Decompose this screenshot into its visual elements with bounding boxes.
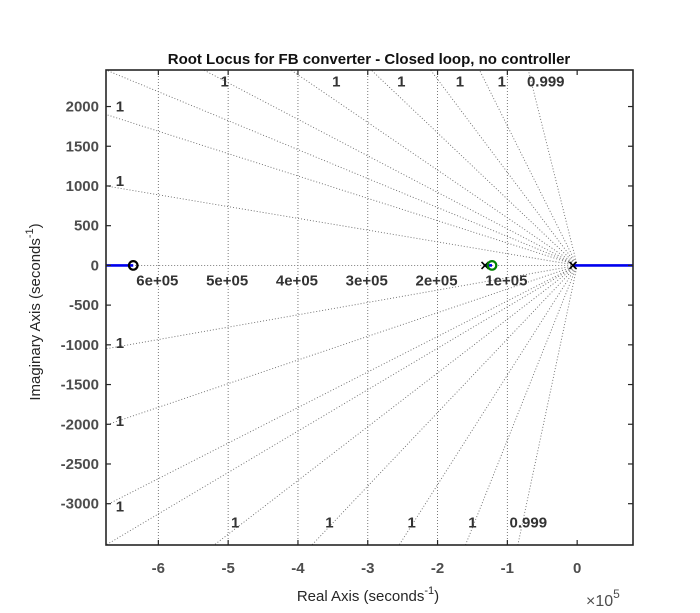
natural-frequency-label-5: 1e+05	[485, 272, 527, 289]
natural-frequency-label-0: 6e+05	[136, 272, 178, 289]
damping-ray-17	[465, 265, 578, 545]
damping-ray-6	[106, 265, 578, 506]
damping-label-0: 1	[220, 74, 228, 91]
damping-ray-14	[213, 265, 578, 545]
x-tick-label-2: -4	[291, 560, 305, 577]
damping-ray-7	[106, 265, 578, 545]
grid	[106, 70, 578, 545]
x-tick-label-1: -5	[221, 560, 234, 577]
y-tick-label-8: -2000	[61, 416, 99, 433]
zero-marker-1	[486, 260, 498, 271]
natural-frequency-label-1: 5e+05	[206, 272, 248, 289]
damping-ray-13	[527, 70, 578, 266]
x-multiplier-exp: 5	[613, 587, 620, 601]
zero-marker-0	[127, 260, 139, 271]
damping-label-8: 1	[116, 335, 124, 352]
damping-label-10: 1	[116, 499, 124, 516]
x-tick-label-4: -2	[431, 560, 444, 577]
damping-label-6: 1	[116, 98, 124, 115]
damping-label-2: 1	[397, 74, 405, 91]
y-tick-label-7: -1500	[61, 377, 99, 394]
y-tick-label-10: -3000	[61, 496, 99, 513]
pole-zero-markers	[127, 260, 578, 271]
damping-ray-10	[370, 70, 578, 266]
damping-ray-9	[290, 70, 578, 266]
y-tick-label-1: 1500	[66, 138, 99, 155]
x-tick-label-6: 0	[573, 560, 581, 577]
damping-ray-0	[106, 70, 578, 266]
x-multiplier: ×105	[586, 587, 620, 610]
y-tick-label-2: 1000	[66, 178, 99, 195]
damping-ray-15	[311, 265, 578, 545]
damping-label-11: 1	[231, 515, 239, 532]
damping-label-14: 1	[468, 515, 476, 532]
damping-label-4: 1	[498, 74, 506, 91]
damping-label-7: 1	[116, 173, 124, 190]
axes-box	[105, 69, 634, 546]
y-ticks: 2000 1500 1000 500 0 -500 -1000 -1500 -2000 -2500…	[61, 99, 633, 513]
x-axis-label-sup: -1	[424, 585, 434, 597]
damping-ray-5	[106, 264, 578, 426]
natural-frequency-label-4: 2e+05	[415, 272, 457, 289]
x-ticks: -6 -5 -4 -3 -2 -1 0	[152, 70, 581, 577]
plot-area	[106, 70, 633, 545]
y-tick-label-0: 2000	[66, 99, 99, 116]
x-tick-label-5: -1	[501, 560, 514, 577]
damping-ray-8	[203, 70, 578, 266]
x-axis-label-text: Real Axis (seconds	[297, 588, 425, 605]
damping-label-15: 0.999	[510, 515, 548, 532]
y-axis-label: Imaginary Axis (seconds-1)	[24, 223, 44, 400]
damping-label-5: 0.999	[527, 74, 565, 91]
chart-title: Root Locus for FB converter - Closed loo…	[168, 51, 571, 68]
x-tick-label-0: -6	[152, 560, 165, 577]
y-tick-label-9: -2500	[61, 456, 99, 473]
damping-label-12: 1	[325, 515, 333, 532]
y-tick-label-4: 0	[91, 257, 99, 274]
damping-label-3: 1	[456, 74, 464, 91]
y-axis-label-text: Imaginary Axis (seconds	[27, 238, 44, 401]
plot-background	[106, 70, 633, 545]
grid-labels: 6e+05 5e+05 4e+05 3e+05 2e+05 1e+05 1 1 1 1 1 0.999…	[116, 74, 565, 532]
damping-label-1: 1	[332, 74, 340, 91]
natural-frequency-label-3: 3e+05	[346, 272, 388, 289]
damping-label-13: 1	[408, 515, 416, 532]
pole-marker-1	[568, 261, 578, 270]
damping-ray-12	[479, 70, 578, 266]
natural-frequency-label-2: 4e+05	[276, 272, 318, 289]
y-tick-label-3: 500	[74, 218, 99, 235]
damping-ray-16	[398, 265, 578, 545]
x-multiplier-prefix: ×10	[586, 593, 613, 610]
x-tick-label-3: -3	[361, 560, 374, 577]
pole-stroke-b-1	[568, 261, 578, 270]
x-axis-label: Real Axis (seconds-1)	[297, 585, 439, 605]
axes-frame	[105, 69, 634, 546]
damping-label-9: 1	[116, 413, 124, 430]
y-tick-label-6: -1000	[61, 337, 99, 354]
y-axis-label-end: )	[27, 223, 44, 228]
y-tick-label-5: -500	[69, 297, 99, 314]
y-axis-label-sup: -1	[24, 228, 36, 238]
x-axis-label-end: )	[434, 588, 439, 605]
